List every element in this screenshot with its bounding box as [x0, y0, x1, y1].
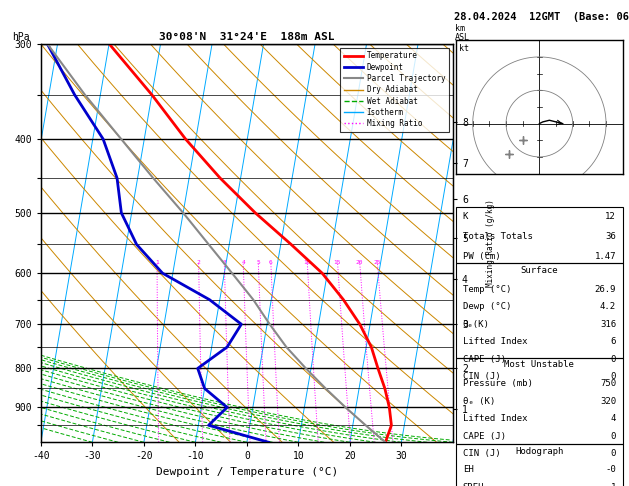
Text: 3: 3	[223, 260, 226, 265]
X-axis label: Dewpoint / Temperature (°C): Dewpoint / Temperature (°C)	[156, 467, 338, 477]
Text: 0: 0	[611, 372, 616, 382]
Text: 25: 25	[374, 260, 381, 265]
Text: θₑ (K): θₑ (K)	[463, 397, 495, 406]
Text: -0: -0	[605, 466, 616, 474]
Title: 30°08'N  31°24'E  188m ASL: 30°08'N 31°24'E 188m ASL	[159, 32, 335, 42]
Text: 5: 5	[257, 260, 260, 265]
Text: θₑ(K): θₑ(K)	[463, 320, 489, 329]
Text: Lifted Index: Lifted Index	[463, 337, 527, 347]
Text: Dewp (°C): Dewp (°C)	[463, 302, 511, 312]
Text: 12: 12	[605, 212, 616, 221]
Text: 20: 20	[356, 260, 364, 265]
Text: hPa: hPa	[12, 32, 30, 42]
Bar	[456, 444, 623, 486]
Text: CAPE (J): CAPE (J)	[463, 355, 506, 364]
Text: 320: 320	[600, 397, 616, 406]
Text: K: K	[463, 212, 468, 221]
Text: PW (cm): PW (cm)	[463, 252, 500, 261]
Text: 4.2: 4.2	[600, 302, 616, 312]
Text: 750: 750	[600, 379, 616, 388]
Text: 6: 6	[611, 337, 616, 347]
Text: 10: 10	[304, 260, 311, 265]
Text: 6: 6	[269, 260, 273, 265]
Text: 316: 316	[600, 320, 616, 329]
Text: 1: 1	[155, 260, 159, 265]
Text: 0: 0	[611, 355, 616, 364]
Bar	[456, 207, 623, 263]
Bar	[456, 263, 623, 358]
Text: 26.9: 26.9	[594, 285, 616, 294]
Text: 2: 2	[197, 260, 201, 265]
Text: CIN (J): CIN (J)	[463, 449, 500, 458]
Text: 15: 15	[334, 260, 342, 265]
Text: Surface: Surface	[521, 266, 558, 275]
Text: CIN (J): CIN (J)	[463, 372, 500, 382]
Text: 1: 1	[611, 483, 616, 486]
Text: Mixing Ratio (g/kg): Mixing Ratio (g/kg)	[486, 199, 495, 287]
Text: Most Unstable: Most Unstable	[504, 360, 574, 369]
Text: SREH: SREH	[463, 483, 484, 486]
Text: 1.47: 1.47	[594, 252, 616, 261]
Text: Totals Totals: Totals Totals	[463, 232, 533, 241]
Text: EH: EH	[463, 466, 474, 474]
Text: 36: 36	[605, 232, 616, 241]
Text: 28.04.2024  12GMT  (Base: 06): 28.04.2024 12GMT (Base: 06)	[454, 12, 629, 22]
Text: Temp (°C): Temp (°C)	[463, 285, 511, 294]
Text: km
ASL: km ASL	[455, 24, 470, 42]
Text: Pressure (mb): Pressure (mb)	[463, 379, 533, 388]
Legend: Temperature, Dewpoint, Parcel Trajectory, Dry Adiabat, Wet Adiabat, Isotherm, Mi: Temperature, Dewpoint, Parcel Trajectory…	[340, 48, 449, 132]
Text: 0: 0	[611, 449, 616, 458]
Text: 0: 0	[611, 432, 616, 441]
Bar	[456, 358, 623, 444]
Text: 4: 4	[611, 414, 616, 423]
Text: Lifted Index: Lifted Index	[463, 414, 527, 423]
Text: kt: kt	[459, 44, 469, 53]
Text: CAPE (J): CAPE (J)	[463, 432, 506, 441]
Text: 4: 4	[242, 260, 245, 265]
Text: Hodograph: Hodograph	[515, 447, 564, 455]
